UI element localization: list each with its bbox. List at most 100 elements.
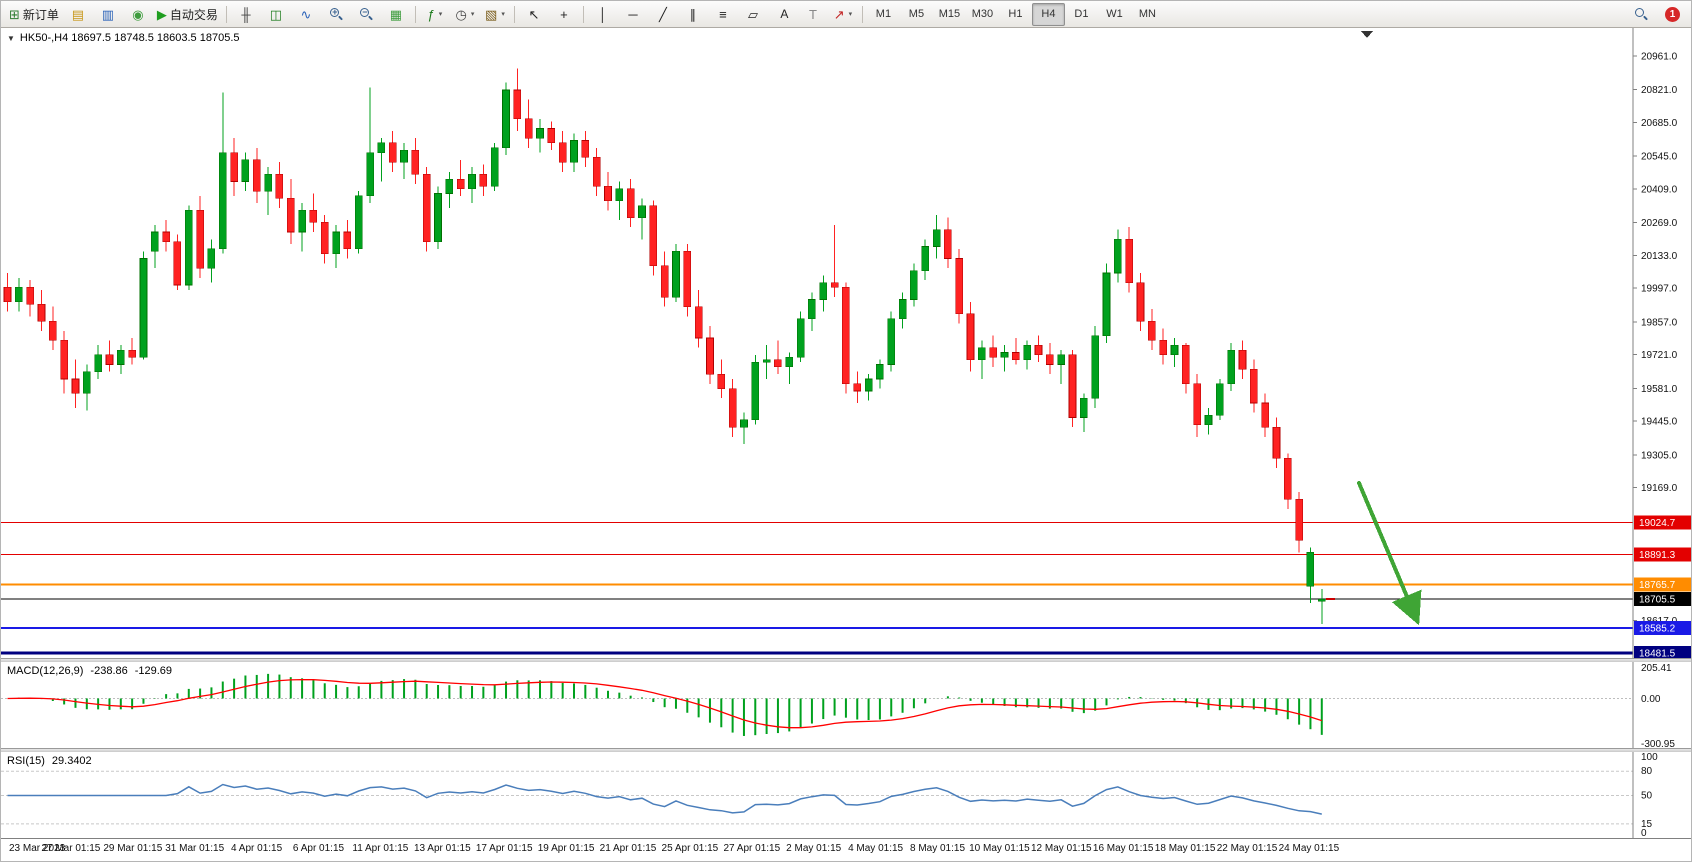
arrows-icon: ↗: [833, 6, 845, 22]
toolbar-separator: [225, 5, 227, 23]
zoom-out-icon: −: [359, 7, 373, 21]
line-chart-button[interactable]: ∿: [291, 3, 321, 26]
timeframe-h4-button[interactable]: H4: [1031, 2, 1065, 26]
panel-separator[interactable]: [1, 748, 1691, 752]
timeframe-m5-button[interactable]: M5: [900, 3, 933, 26]
toolbar-right: 1: [1626, 3, 1687, 26]
shift-marker-icon[interactable]: [1361, 31, 1373, 38]
price-tick-label: 20409.0: [1641, 184, 1678, 195]
price-tick-label: 19305.0: [1641, 450, 1678, 461]
timeframe-h1-button[interactable]: H1: [999, 3, 1032, 26]
chart-symbol-label: ▼ HK50-,H4 18697.5 18748.5 18603.5 18705…: [7, 32, 240, 44]
timeframe-m1-button[interactable]: M1: [867, 3, 900, 26]
new-order-button-label: 新订单: [22, 7, 59, 22]
text-button-label: A: [780, 7, 789, 21]
price-tag: [1634, 592, 1691, 607]
fibonacci-button[interactable]: ≡: [708, 3, 738, 26]
rsi-axis-label: 50: [1641, 791, 1653, 802]
dropdown-caret-icon: ▾: [470, 11, 475, 18]
zoom-out-button[interactable]: −: [351, 3, 381, 26]
time-axis-label: 27 Apr 01:15: [723, 843, 781, 854]
time-axis-label: 18 May 01:15: [1154, 843, 1216, 854]
macd-axis-label: 0.00: [1641, 694, 1661, 705]
time-axis-label: 2 May 01:15: [786, 843, 842, 854]
timeframe-h1-button-label: H1: [1008, 8, 1023, 20]
time-axis[interactable]: 23 Mar 2023 27 Mar 01:15 29 Mar 01:15 31 Ma…: [1, 838, 1691, 861]
periods-button[interactable]: ◷ ▾: [450, 3, 480, 26]
autotrading-button[interactable]: ▶ 自动交易: [153, 3, 222, 26]
annotation-arrow[interactable]: [1357, 481, 1422, 626]
market-watch-button[interactable]: ▥: [93, 3, 123, 26]
zoom-in-button[interactable]: +: [321, 3, 351, 26]
macd-value-main: -238.86: [90, 665, 128, 677]
channel-button[interactable]: ∥: [678, 3, 708, 26]
bar-chart-button[interactable]: ╫: [231, 3, 261, 26]
channel-icon: ∥: [689, 6, 697, 22]
shapes-button[interactable]: ▱: [738, 3, 768, 26]
price-tick-label: 20269.0: [1641, 218, 1678, 229]
price-tick-label: 20961.0: [1641, 52, 1678, 63]
candlestick-button[interactable]: ◫: [261, 3, 291, 26]
timeframe-m15-button[interactable]: M15: [933, 3, 966, 26]
toolbar: ⊞ 新订单 ▤ ▥ ◉ ▶ 自动交易 ╫ ◫ ∿ + − ▦ ƒ ▾ ◷ ▾ ▧ ▾ ↖ + │ ─ ╱ ∥ ≡ ▱ A T ↗ ▾ M1 M5…: [1, 1, 1691, 28]
timeframe-w1-button[interactable]: W1: [1098, 3, 1131, 26]
crosshair-button[interactable]: +: [549, 3, 579, 26]
indicators-button[interactable]: ƒ ▾: [420, 3, 450, 26]
price-tick-label: 20685.0: [1641, 118, 1678, 129]
tile-windows-button[interactable]: ▦: [381, 3, 411, 26]
macd-signal-line: [7, 678, 1322, 729]
dropdown-caret-icon: ▾: [438, 11, 443, 18]
arrows-button[interactable]: ↗ ▾: [828, 3, 858, 26]
price-tag: [1634, 646, 1691, 658]
timeframe-m15-button-label: M15: [938, 8, 961, 20]
macd-name: MACD(12,26,9): [7, 665, 84, 677]
navigator-icon: ◉: [132, 6, 144, 22]
templates-button[interactable]: ▧ ▾: [480, 3, 510, 26]
new-order-icon: ⊞: [9, 6, 20, 22]
time-axis-label: 16 May 01:15: [1092, 843, 1154, 854]
dropdown-caret-icon: ▾: [848, 11, 853, 18]
search-button[interactable]: [1626, 3, 1656, 26]
price-chart[interactable]: 20961.0 20821.0 20685.0 20545.0 20409.0 20269…: [1, 28, 1692, 658]
trendline-button[interactable]: ╱: [648, 3, 678, 26]
price-tick-label: 19857.0: [1641, 317, 1678, 328]
notification-badge[interactable]: 1: [1665, 6, 1680, 22]
candlestick-icon: ◫: [269, 6, 283, 22]
chart-window: ▼ HK50-,H4 18697.5 18748.5 18603.5 18705…: [1, 28, 1692, 861]
price-tag: [1634, 547, 1691, 562]
time-axis-label: 27 Mar 01:15: [41, 843, 101, 854]
crosshair-icon: +: [560, 6, 568, 22]
macd-panel[interactable]: 205.41 0.00 -300.95: [1, 662, 1692, 748]
time-axis-label: 17 Apr 01:15: [475, 843, 533, 854]
symbol-ohlc-text: HK50-,H4 18697.5 18748.5 18603.5 18705.5: [19, 32, 240, 44]
time-axis-label: 25 Apr 01:15: [661, 843, 719, 854]
time-axis-label: 6 Apr 01:15: [292, 843, 345, 854]
timeframe-d1-button[interactable]: D1: [1065, 3, 1098, 26]
rsi-panel[interactable]: 100 80 50 150: [1, 752, 1692, 838]
new-order-button[interactable]: ⊞ 新订单: [5, 3, 63, 26]
time-axis-label: 4 Apr 01:15: [231, 843, 283, 854]
price-tick-label: 20821.0: [1641, 85, 1678, 96]
price-tag-label: 18765.7: [1639, 580, 1676, 591]
cursor-button[interactable]: ↖: [519, 3, 549, 26]
autotrading-icon: ▶: [156, 6, 167, 22]
charts-icon: ▤: [71, 6, 85, 22]
vertical-line-button[interactable]: │: [588, 3, 618, 26]
text-label-button[interactable]: T: [798, 3, 828, 26]
charts-button[interactable]: ▤: [63, 3, 93, 26]
fibonacci-icon: ≡: [719, 6, 727, 22]
panel-separator[interactable]: [1, 658, 1691, 662]
vertical-line-icon: │: [598, 6, 607, 22]
collapse-triangle-icon[interactable]: ▼: [7, 33, 15, 43]
timeframe-mn-button[interactable]: MN: [1131, 3, 1164, 26]
rsi-axis-label: 0: [1641, 828, 1647, 838]
templates-icon: ▧: [485, 6, 498, 22]
macd-label: MACD(12,26,9) -238.86 -129.69: [7, 665, 172, 677]
horizontal-line-button[interactable]: ─: [618, 3, 648, 26]
toolbar-separator: [861, 5, 863, 23]
navigator-button[interactable]: ◉: [123, 3, 153, 26]
price-tick-label: 19997.0: [1641, 284, 1678, 295]
time-axis-label: 10 May 01:15: [969, 843, 1030, 854]
text-button[interactable]: A: [768, 3, 798, 26]
timeframe-m30-button[interactable]: M30: [966, 3, 999, 26]
